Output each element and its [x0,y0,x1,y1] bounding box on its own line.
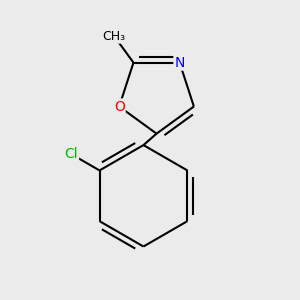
Text: N: N [174,56,185,70]
Text: CH₃: CH₃ [103,30,126,43]
Text: O: O [114,100,124,113]
Text: Cl: Cl [64,147,78,161]
